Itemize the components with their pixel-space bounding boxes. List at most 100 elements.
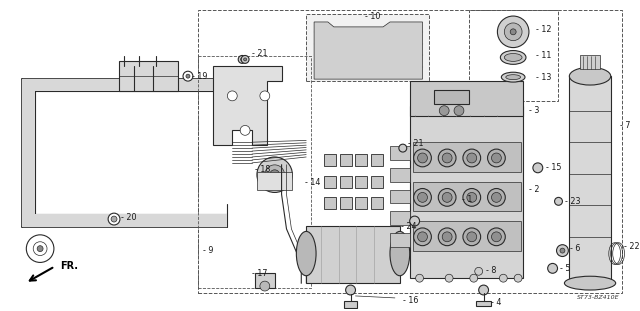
Ellipse shape — [570, 67, 611, 85]
Circle shape — [492, 193, 501, 202]
Bar — [257, 172, 292, 189]
Circle shape — [557, 245, 568, 257]
Bar — [306, 14, 429, 81]
Circle shape — [33, 242, 47, 256]
Circle shape — [260, 91, 269, 101]
Polygon shape — [314, 22, 422, 79]
Ellipse shape — [564, 276, 616, 290]
Bar — [390, 168, 410, 182]
Ellipse shape — [504, 53, 522, 61]
Text: - 19: - 19 — [192, 72, 207, 81]
Circle shape — [463, 228, 481, 246]
Bar — [22, 214, 227, 227]
Circle shape — [269, 170, 280, 180]
Bar — [198, 57, 311, 288]
Circle shape — [111, 216, 117, 222]
Circle shape — [488, 228, 506, 246]
Text: ST73-BZ410E: ST73-BZ410E — [577, 295, 620, 300]
Circle shape — [445, 274, 453, 282]
Circle shape — [260, 281, 269, 291]
Text: - 22: - 22 — [623, 242, 639, 251]
Bar — [355, 176, 367, 188]
Circle shape — [265, 165, 285, 184]
Circle shape — [257, 157, 292, 193]
Circle shape — [417, 153, 428, 163]
Bar — [324, 176, 336, 188]
Bar — [410, 81, 523, 116]
Text: - 24: - 24 — [401, 222, 417, 231]
Circle shape — [413, 228, 431, 246]
Circle shape — [238, 55, 246, 63]
Text: - 21: - 21 — [408, 139, 423, 148]
Ellipse shape — [501, 72, 525, 82]
Text: - 12: - 12 — [536, 25, 551, 34]
Circle shape — [240, 125, 250, 135]
Circle shape — [475, 267, 483, 275]
Bar — [340, 154, 351, 166]
Bar — [580, 55, 600, 69]
Text: - 1: - 1 — [462, 195, 472, 204]
Circle shape — [497, 16, 529, 48]
Circle shape — [488, 149, 506, 167]
Text: - 9: - 9 — [203, 246, 213, 255]
Bar — [371, 154, 383, 166]
Bar — [413, 182, 521, 211]
Bar — [390, 146, 410, 160]
Bar — [371, 176, 383, 188]
Bar — [413, 142, 521, 172]
Bar — [355, 154, 367, 166]
Circle shape — [442, 232, 452, 242]
Bar — [469, 10, 557, 101]
Circle shape — [186, 74, 190, 78]
Circle shape — [548, 263, 557, 273]
Text: - 18: - 18 — [255, 165, 270, 174]
Bar — [340, 197, 351, 209]
Bar — [476, 301, 492, 306]
Bar — [390, 189, 410, 203]
Text: - 21: - 21 — [252, 49, 268, 58]
Text: - 14: - 14 — [305, 178, 321, 187]
Circle shape — [378, 44, 392, 58]
Bar — [355, 197, 367, 209]
Bar — [570, 76, 611, 283]
Bar — [22, 79, 35, 227]
Circle shape — [244, 58, 246, 61]
Text: - 6: - 6 — [570, 244, 580, 253]
Circle shape — [26, 235, 54, 262]
Circle shape — [488, 188, 506, 206]
Text: - 5: - 5 — [561, 264, 571, 273]
Bar — [22, 79, 227, 91]
Circle shape — [108, 213, 120, 225]
Text: FR.: FR. — [60, 261, 78, 272]
Circle shape — [241, 55, 249, 63]
Circle shape — [470, 274, 477, 282]
Circle shape — [346, 285, 355, 295]
Text: - 3: - 3 — [529, 106, 540, 115]
Circle shape — [467, 153, 477, 163]
Circle shape — [479, 285, 488, 295]
Ellipse shape — [500, 51, 526, 64]
Circle shape — [183, 71, 193, 81]
Circle shape — [463, 149, 481, 167]
Bar — [390, 233, 410, 247]
Text: - 23: - 23 — [565, 197, 581, 206]
Text: - 10: - 10 — [365, 12, 381, 21]
Bar — [324, 197, 336, 209]
Bar — [435, 90, 469, 104]
Bar — [390, 211, 410, 225]
Text: - 7: - 7 — [620, 121, 630, 130]
Text: - 2: - 2 — [529, 185, 540, 194]
Circle shape — [382, 48, 388, 53]
Text: - 8: - 8 — [486, 266, 496, 275]
Text: - 16: - 16 — [403, 296, 418, 305]
Text: - 11: - 11 — [536, 51, 551, 60]
Bar — [413, 221, 521, 251]
Text: - 4: - 4 — [492, 298, 502, 307]
Circle shape — [37, 246, 43, 252]
Circle shape — [463, 188, 481, 206]
Circle shape — [438, 149, 456, 167]
Bar — [371, 197, 383, 209]
Circle shape — [399, 144, 407, 152]
Bar — [344, 301, 358, 308]
Circle shape — [510, 29, 516, 35]
